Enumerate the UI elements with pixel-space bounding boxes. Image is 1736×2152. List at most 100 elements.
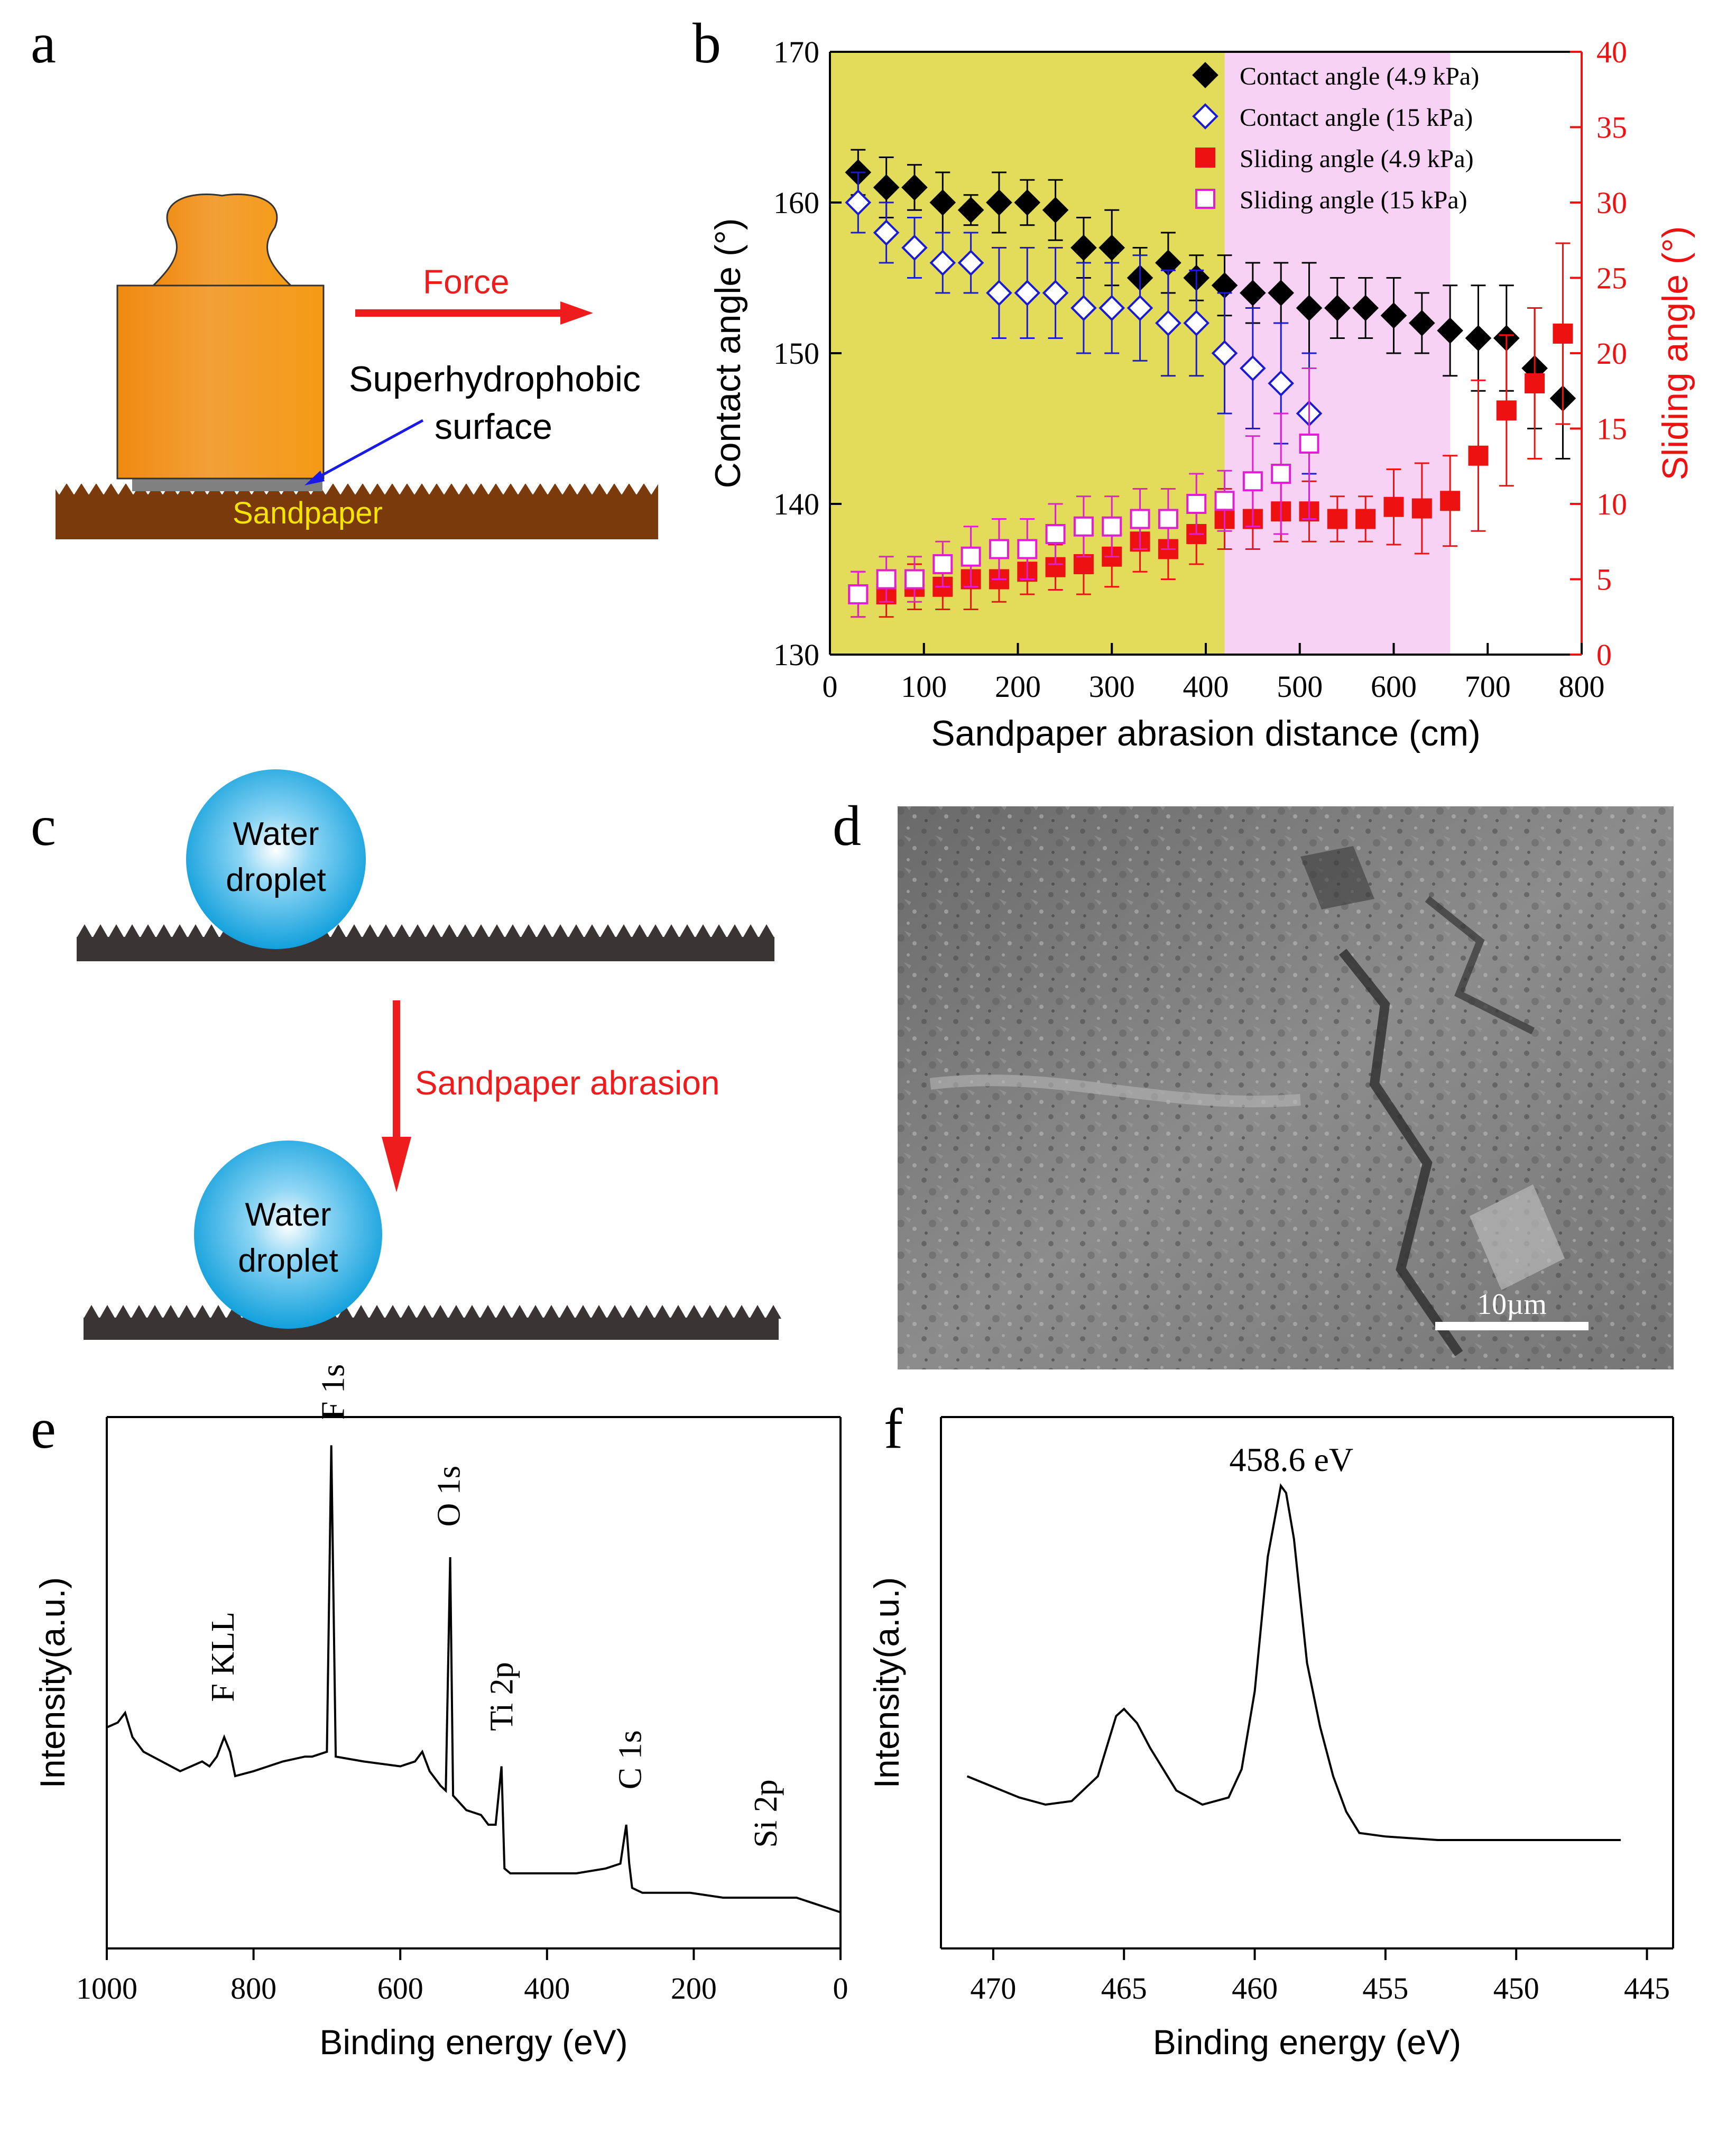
data-point [1296, 295, 1323, 321]
abrasion-arrowhead [382, 1137, 411, 1192]
x-tick-label: 0 [833, 1971, 848, 2006]
data-point [986, 280, 1012, 306]
data-point [1014, 280, 1041, 306]
y-tick-label: 130 [773, 638, 819, 672]
data-point [1045, 524, 1066, 544]
sem-scale-bar [1435, 1322, 1589, 1330]
data-point [1327, 509, 1347, 529]
y2-tick-label: 35 [1596, 111, 1627, 145]
chart-b: 0 100 200 300 400 500 600 700 800130140150160170… [708, 35, 1695, 753]
peak-label: F KLL [205, 1612, 241, 1702]
y2-tick-label: 40 [1596, 35, 1627, 69]
shaded-region-1 [1224, 52, 1451, 655]
x-tick-label: 300 [1089, 669, 1135, 704]
data-point [957, 197, 984, 224]
panel-label-a: a [31, 12, 56, 75]
y2-tick-label: 0 [1596, 638, 1612, 672]
surface-after-roughness [84, 1305, 781, 1319]
y2-tick-label: 30 [1596, 186, 1627, 220]
data-point [1268, 370, 1295, 397]
x-tick-label: 700 [1465, 669, 1511, 704]
data-point [1437, 317, 1463, 344]
data-point [1411, 498, 1432, 519]
data-point [873, 174, 900, 201]
panel-a-diagram: Force Superhydrophobic surface Sandpaper [56, 194, 658, 539]
data-point [904, 569, 925, 590]
legend-marker [1195, 189, 1215, 209]
surface-before-roughness [77, 924, 774, 938]
weight-body [116, 284, 325, 480]
data-point [1440, 491, 1461, 511]
abrasion-label: Sandpaper abrasion [415, 1064, 719, 1102]
x-tick-label: 1000 [76, 1971, 137, 2006]
droplet-before [186, 769, 366, 949]
legend-marker [1195, 148, 1215, 168]
data-point [1070, 234, 1097, 261]
legend-label: Contact angle (15 kPa) [1240, 104, 1473, 132]
y2-tick-label: 5 [1596, 563, 1612, 597]
y-axis-label: Contact angle (°) [708, 218, 748, 489]
y-tick-label: 170 [773, 35, 819, 69]
legend-label: Contact angle (4.9 kPa) [1240, 62, 1479, 90]
data-point [1383, 496, 1404, 517]
x-tick-label: 400 [1183, 669, 1229, 704]
data-point [1186, 494, 1207, 514]
sem-crack-3 [1425, 896, 1535, 1035]
panel-c-diagram: Water droplet Sandpaper abrasion Water d… [77, 769, 781, 1340]
data-point [1211, 340, 1238, 366]
droplet-before-label-1: Water [233, 816, 319, 852]
y2-axis-label: Sliding angle (°) [1655, 226, 1695, 481]
data-point [1380, 302, 1407, 329]
series-3 [848, 367, 1319, 618]
data-point [901, 234, 928, 261]
sem-image: 10µm [898, 806, 1674, 1369]
panel-label-e: e [31, 1397, 56, 1460]
data-point [1126, 295, 1153, 321]
data-point [1155, 310, 1181, 336]
y2-tick-label: 10 [1596, 487, 1627, 521]
y2-tick-label: 15 [1596, 412, 1627, 446]
peak-label: Si 2p [748, 1779, 784, 1847]
droplet-after [194, 1141, 382, 1329]
legend: Contact angle (4.9 kPa) Contact angle (15… [1192, 62, 1479, 214]
data-point [1102, 516, 1122, 537]
x-axis-label: Sandpaper abrasion distance (cm) [931, 713, 1480, 753]
data-point [1158, 509, 1178, 529]
x-axis-label: Binding energy (eV) [1153, 2022, 1461, 2062]
data-point [957, 250, 984, 276]
x-tick-label: 465 [1101, 1971, 1147, 2006]
data-point [986, 189, 1012, 216]
panel-label-b: b [692, 12, 721, 75]
sandpaper-strip [56, 494, 658, 539]
x-tick-label: 200 [995, 669, 1041, 704]
panel-label-d: d [833, 795, 861, 858]
data-point [1098, 295, 1125, 321]
data-point [1324, 295, 1351, 321]
panel-label-f: f [884, 1397, 903, 1460]
x-tick-label: 0 [823, 669, 838, 704]
data-point [1271, 464, 1291, 484]
data-point [1014, 189, 1041, 216]
data-point [989, 539, 1009, 559]
data-point [1130, 509, 1150, 529]
x-tick-label: 450 [1493, 1971, 1539, 2006]
data-point [873, 219, 900, 246]
x-tick-label: 460 [1232, 1971, 1278, 2006]
sem-feature-2 [1300, 846, 1374, 909]
sandpaper-label: Sandpaper [233, 496, 383, 530]
droplet-before-label-2: droplet [226, 862, 326, 898]
spectrum-line [106, 1445, 841, 1914]
x-tick-label: 455 [1362, 1971, 1408, 2006]
x-tick-label: 600 [377, 1971, 423, 2006]
coating-layer [132, 479, 322, 491]
peak-label: 458.6 eV [1230, 1441, 1354, 1478]
data-point [1355, 509, 1376, 529]
peak-label: F 1s [315, 1364, 351, 1420]
legend-marker [1192, 103, 1218, 130]
x-tick-label: 500 [1277, 669, 1323, 704]
weight-knob [151, 194, 293, 287]
data-point [1408, 310, 1435, 336]
x-tick-label: 600 [1371, 669, 1417, 704]
x-tick-label: 200 [671, 1971, 717, 2006]
sem-crack-1 [1338, 949, 1463, 1357]
